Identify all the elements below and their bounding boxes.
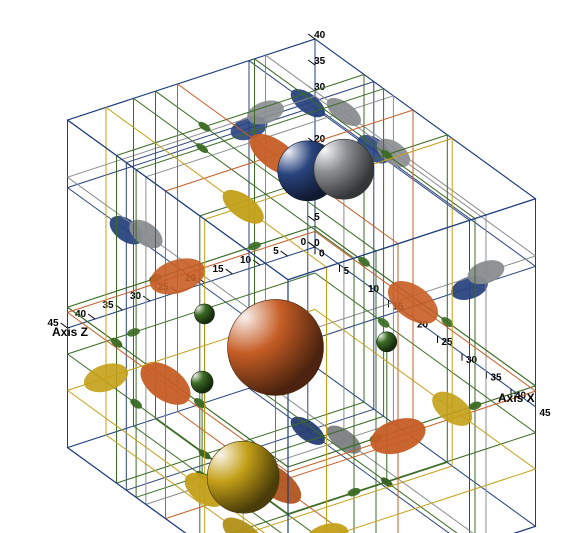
svg-text:0: 0 — [301, 237, 307, 248]
svg-text:5: 5 — [273, 246, 279, 257]
svg-text:15: 15 — [213, 264, 225, 275]
svg-text:35: 35 — [314, 56, 326, 67]
chart-svg: 0510152025303540051015202530354045051015… — [0, 0, 568, 533]
bubble-green3 — [191, 371, 213, 393]
svg-text:40: 40 — [75, 309, 87, 320]
bubble-gold — [207, 441, 279, 513]
bubble-3d-chart: 0510152025303540051015202530354045051015… — [0, 0, 568, 533]
axis-x-label: Axis X — [498, 391, 535, 405]
bubble-orange — [228, 299, 324, 395]
svg-text:30: 30 — [466, 355, 478, 366]
svg-text:35: 35 — [103, 300, 115, 311]
axis-z-label: Axis Z — [52, 325, 88, 339]
svg-text:10: 10 — [240, 255, 252, 266]
bubble-green1 — [195, 304, 215, 324]
svg-text:5: 5 — [314, 212, 320, 223]
bubble-gray — [314, 139, 374, 199]
svg-text:35: 35 — [491, 373, 503, 384]
svg-text:45: 45 — [540, 408, 552, 419]
svg-text:0: 0 — [319, 248, 325, 259]
svg-text:40: 40 — [314, 30, 326, 41]
bubble-green2 — [377, 332, 397, 352]
